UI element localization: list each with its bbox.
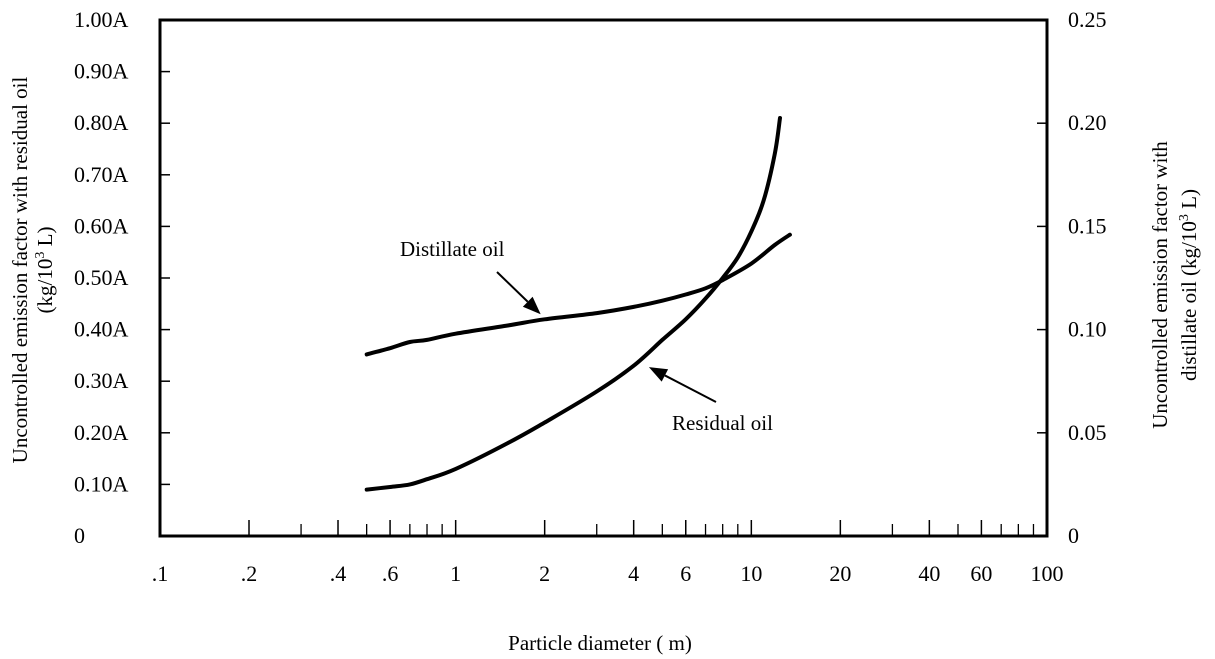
y-left-tick-label: 0.30A bbox=[74, 368, 129, 393]
y-left-tick-label: 0.70A bbox=[74, 162, 129, 187]
x-tick-label: 10 bbox=[740, 561, 762, 586]
x-tick-label: 40 bbox=[918, 561, 940, 586]
y-right-axis-title-line2: distillate oil (kg/103 L) bbox=[1177, 189, 1201, 381]
y-left-axis-title-line1: Uncontrolled emission factor with residu… bbox=[8, 77, 32, 464]
distillate-arrow bbox=[496, 271, 541, 315]
x-tick-label: 20 bbox=[829, 561, 851, 586]
residual-oil-curve bbox=[364, 116, 782, 492]
y-right-tick-label: 0.15 bbox=[1068, 213, 1107, 238]
y-left-tick-label: 0 bbox=[74, 523, 85, 548]
y-right-axis-ticks: 0 0.05 0.10 0.15 0.20 0.25 bbox=[1037, 7, 1107, 548]
y-right-axis-title-line1: Uncontrolled emission factor with bbox=[1148, 141, 1172, 429]
x-tick-label: 100 bbox=[1031, 561, 1064, 586]
y-right-tick-label: 0.20 bbox=[1068, 110, 1107, 135]
y-left-tick-label: 0.80A bbox=[74, 110, 129, 135]
y-left-axis-ticks: 0 0.10A 0.20A 0.30A 0.40A 0.50A 0.60A 0.70A 0.80… bbox=[74, 7, 170, 548]
y-left-tick-label: 0.90A bbox=[74, 59, 129, 84]
y-left-tick-label: 0.50A bbox=[74, 265, 129, 290]
x-axis-ticks: .1 .2 .4 .6 1 2 4 6 10 20 40 60 100 bbox=[152, 520, 1064, 586]
y-right-tick-label: 0.05 bbox=[1068, 420, 1107, 445]
x-tick-label: 6 bbox=[680, 561, 691, 586]
x-tick-label: 4 bbox=[628, 561, 639, 586]
annotations: Distillate oil Residual oil bbox=[400, 237, 773, 435]
plot-frame bbox=[158, 18, 1049, 538]
x-tick-label: .2 bbox=[241, 561, 258, 586]
y-left-tick-label: 1.00A bbox=[74, 7, 129, 32]
y-left-axis-title-line2: (kg/103 L) bbox=[33, 227, 57, 314]
y-left-tick-label: 0.60A bbox=[74, 213, 129, 238]
distillate-oil-label: Distillate oil bbox=[400, 237, 505, 261]
y-left-tick-label: 0.10A bbox=[74, 471, 129, 496]
distillate-oil-curve bbox=[364, 232, 792, 357]
residual-arrow bbox=[648, 367, 717, 403]
y-right-tick-label: 0.25 bbox=[1068, 7, 1107, 32]
y-right-tick-label: 0.10 bbox=[1068, 317, 1107, 342]
x-axis-title: Particle diameter ( m) bbox=[508, 631, 692, 655]
x-tick-label: 1 bbox=[450, 561, 461, 586]
residual-oil-label: Residual oil bbox=[672, 411, 773, 435]
y-right-tick-label: 0 bbox=[1068, 523, 1079, 548]
x-tick-label: .4 bbox=[330, 561, 347, 586]
y-left-tick-label: 0.20A bbox=[74, 420, 129, 445]
data-series bbox=[364, 116, 792, 492]
x-tick-label: .1 bbox=[152, 561, 169, 586]
x-tick-label: 2 bbox=[539, 561, 550, 586]
x-tick-label: .6 bbox=[382, 561, 399, 586]
y-left-tick-label: 0.40A bbox=[74, 317, 129, 342]
x-tick-label: 60 bbox=[970, 561, 992, 586]
